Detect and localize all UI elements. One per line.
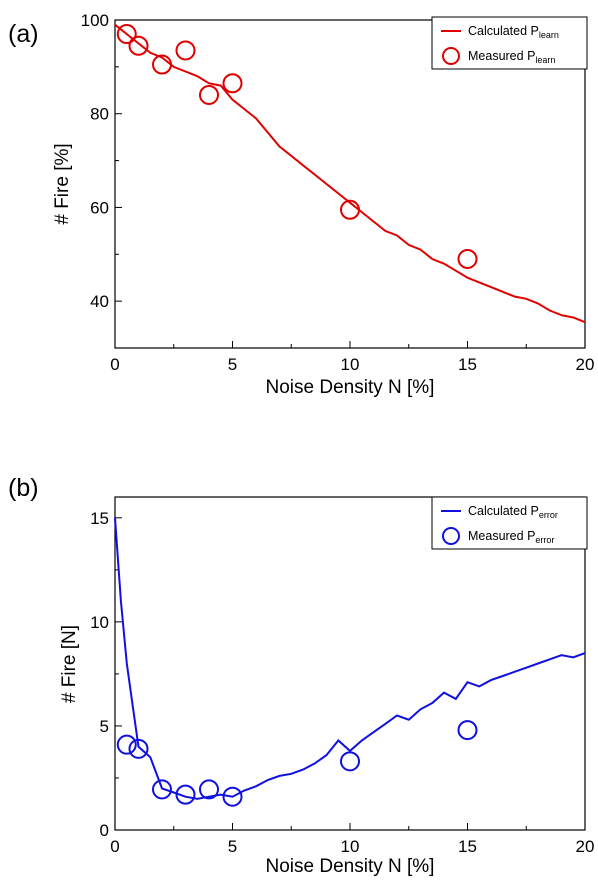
panel-a-y-tick-label: 60 — [90, 198, 109, 217]
panel-a-x-tick-label: 5 — [228, 355, 237, 374]
panel-b-x-tick-label: 0 — [110, 837, 119, 856]
panel-a-y-tick-label: 80 — [90, 105, 109, 124]
panel-a-y-tick-label: 40 — [90, 292, 109, 311]
panel-a-y-axis-label: # Fire [%] — [52, 143, 73, 224]
panel-b-measured-point — [457, 720, 478, 741]
panel-b-measured-point — [199, 779, 219, 800]
panel-b-x-tick-label: 15 — [458, 837, 477, 856]
panel-a-legend: Calculated Plearn Measured Plearn — [431, 16, 588, 70]
panel-b-measured-point — [128, 738, 149, 759]
panel-b-y-tick-label: 5 — [100, 717, 109, 736]
panel-b-legend-measured: Measured Perror — [468, 529, 554, 545]
panel-a-measured-point — [222, 73, 243, 94]
panel-b-y-tick-label: 0 — [100, 821, 109, 840]
panel-b-measured-point — [152, 779, 172, 800]
panel-a-measured-point — [175, 40, 196, 61]
panel-b-x-tick-label: 5 — [228, 837, 237, 856]
panel-a-measured-point — [116, 24, 137, 45]
panel-b-legend-calculated: Calculated Perror — [468, 504, 558, 520]
panel-a-x-tick-label: 10 — [341, 355, 360, 374]
panel-b-x-axis-label: Noise Density N [%] — [266, 856, 435, 877]
panel-b-x-tick-label: 20 — [576, 837, 595, 856]
panel-a-measured-point — [152, 54, 172, 75]
panel-b-label: (b) — [8, 474, 39, 502]
panel-b-y-axis-label: # Fire [N] — [59, 625, 80, 703]
panel-a-y-tick-label: 100 — [81, 11, 109, 30]
panel-a-x-axis-label: Noise Density N [%] — [266, 377, 435, 398]
panel-b-legend: Calculated Perror Measured Perror — [431, 496, 588, 550]
panel-b-measured-point — [222, 786, 243, 807]
panel-a-x-tick-label: 15 — [458, 355, 477, 374]
panel-a-measured-point — [199, 84, 219, 105]
panel-b-measured-point — [340, 751, 360, 772]
panel-a-legend-calculated: Calculated Plearn — [468, 24, 559, 40]
panel-b-y-tick-label: 10 — [90, 613, 109, 632]
panel-a-measured-point — [128, 35, 149, 56]
panel-a-legend-marker-swatch — [442, 47, 460, 65]
panel-a-label: (a) — [8, 20, 39, 48]
panel-b-measured-point — [116, 734, 137, 755]
panel-b-measured-point — [175, 784, 196, 805]
panel-b-calculated-line — [114, 517, 586, 800]
panel-b-legend-marker-swatch — [442, 527, 460, 545]
panel-a-x-tick-label: 20 — [576, 355, 595, 374]
panel-a: (a) 0 5 10 15 20 40 60 80 100 Noise Density N [… — [8, 11, 594, 398]
panel-a-legend-measured: Measured Plearn — [468, 49, 555, 65]
panel-b-y-tick-label: 15 — [90, 509, 109, 528]
panel-a-measured-point — [340, 199, 360, 220]
panel-b-x-tick-label: 10 — [341, 837, 360, 856]
panel-a-measured-point — [457, 248, 478, 269]
panel-a-calculated-line — [114, 23, 586, 324]
panel-a-x-tick-label: 0 — [110, 355, 119, 374]
